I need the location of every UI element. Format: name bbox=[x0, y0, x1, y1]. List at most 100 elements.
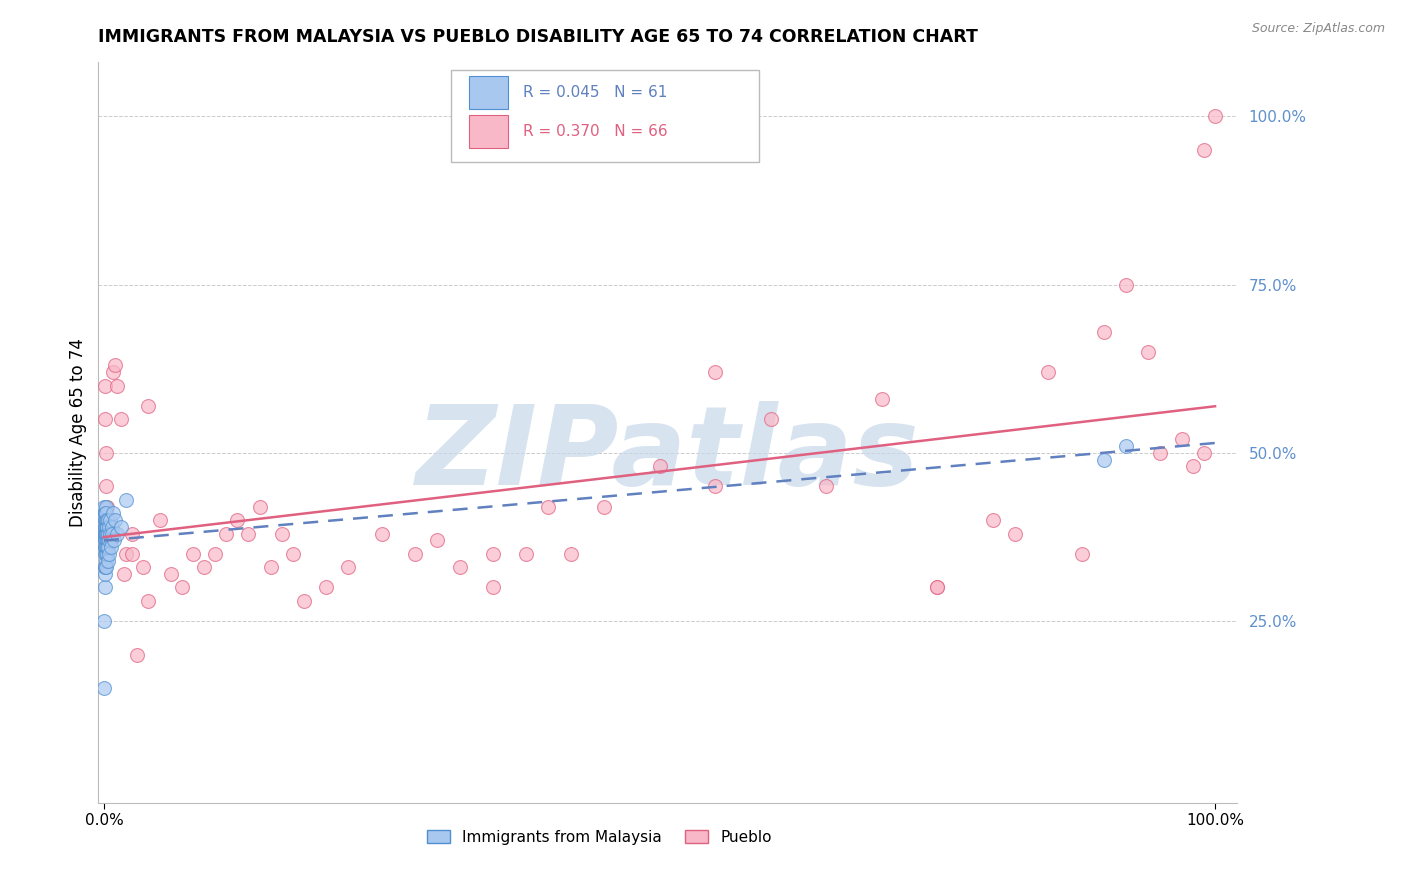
Point bbox=[101, 507, 124, 521]
Point bbox=[94, 412, 117, 426]
Point bbox=[96, 479, 118, 493]
Point bbox=[96, 547, 118, 561]
Point bbox=[127, 648, 149, 662]
Point bbox=[981, 513, 1004, 527]
Point bbox=[94, 526, 117, 541]
Point bbox=[226, 513, 249, 527]
Point bbox=[132, 560, 155, 574]
Point bbox=[93, 378, 115, 392]
Point bbox=[94, 520, 117, 534]
Point bbox=[96, 500, 118, 514]
Point bbox=[93, 526, 115, 541]
Text: R = 0.045   N = 61: R = 0.045 N = 61 bbox=[523, 85, 668, 100]
Point bbox=[593, 500, 616, 514]
Point bbox=[138, 399, 160, 413]
Point bbox=[1004, 526, 1026, 541]
Point bbox=[94, 513, 117, 527]
Point bbox=[870, 392, 893, 406]
Point bbox=[115, 547, 138, 561]
Point bbox=[105, 378, 128, 392]
Point bbox=[110, 520, 132, 534]
Point bbox=[121, 547, 143, 561]
Bar bbox=[468, 115, 509, 148]
Point bbox=[101, 365, 124, 379]
Point bbox=[104, 513, 127, 527]
Y-axis label: Disability Age 65 to 74: Disability Age 65 to 74 bbox=[69, 338, 87, 527]
Point bbox=[292, 594, 315, 608]
Point bbox=[238, 526, 260, 541]
Point bbox=[94, 540, 117, 554]
Point bbox=[1192, 143, 1215, 157]
Point bbox=[96, 520, 118, 534]
Point bbox=[103, 533, 125, 548]
Point bbox=[98, 526, 121, 541]
Point bbox=[138, 594, 160, 608]
Point bbox=[927, 581, 949, 595]
Point bbox=[315, 581, 337, 595]
Point bbox=[101, 526, 124, 541]
Point bbox=[98, 526, 121, 541]
Point bbox=[94, 520, 117, 534]
Point bbox=[515, 547, 537, 561]
Point bbox=[1115, 439, 1137, 453]
Point bbox=[215, 526, 238, 541]
Point bbox=[93, 681, 115, 696]
Point bbox=[181, 547, 204, 561]
Point bbox=[94, 520, 117, 534]
Point bbox=[1092, 452, 1115, 467]
Point bbox=[94, 533, 117, 548]
Point bbox=[94, 446, 117, 460]
Point bbox=[112, 566, 135, 581]
FancyBboxPatch shape bbox=[451, 70, 759, 162]
Point bbox=[927, 581, 949, 595]
Point bbox=[93, 500, 115, 514]
Point bbox=[371, 526, 394, 541]
Text: ZIPatlas: ZIPatlas bbox=[416, 401, 920, 508]
Point bbox=[97, 540, 120, 554]
Point bbox=[94, 513, 117, 527]
Point bbox=[96, 507, 118, 521]
Point bbox=[96, 533, 118, 548]
Point bbox=[404, 547, 426, 561]
Point bbox=[193, 560, 215, 574]
Point bbox=[1181, 459, 1204, 474]
Point bbox=[93, 507, 115, 521]
Point bbox=[97, 553, 120, 567]
Point bbox=[426, 533, 449, 548]
Point bbox=[96, 526, 118, 541]
Point bbox=[270, 526, 292, 541]
Point bbox=[94, 540, 117, 554]
Point bbox=[249, 500, 271, 514]
Point bbox=[105, 526, 128, 541]
Legend: Immigrants from Malaysia, Pueblo: Immigrants from Malaysia, Pueblo bbox=[422, 823, 778, 851]
Point bbox=[115, 492, 138, 507]
Point bbox=[98, 520, 121, 534]
Point bbox=[204, 547, 226, 561]
Point bbox=[100, 540, 122, 554]
Point bbox=[1092, 325, 1115, 339]
Point bbox=[1070, 547, 1092, 561]
Point bbox=[96, 526, 118, 541]
Point bbox=[96, 540, 118, 554]
Point bbox=[560, 547, 582, 561]
Point bbox=[449, 560, 471, 574]
Point bbox=[94, 533, 117, 548]
Point bbox=[121, 526, 143, 541]
Point bbox=[281, 547, 304, 561]
Point bbox=[482, 547, 505, 561]
Point bbox=[96, 520, 118, 534]
Point bbox=[94, 560, 117, 574]
Point bbox=[94, 566, 117, 581]
Point bbox=[337, 560, 360, 574]
Point bbox=[1170, 433, 1192, 447]
Point bbox=[94, 507, 117, 521]
Point bbox=[704, 479, 727, 493]
Point bbox=[98, 547, 121, 561]
Point bbox=[704, 365, 727, 379]
Point bbox=[1204, 109, 1226, 123]
Point bbox=[94, 526, 117, 541]
Point bbox=[97, 533, 120, 548]
Point bbox=[97, 513, 120, 527]
Point bbox=[1192, 446, 1215, 460]
Point bbox=[148, 513, 170, 527]
